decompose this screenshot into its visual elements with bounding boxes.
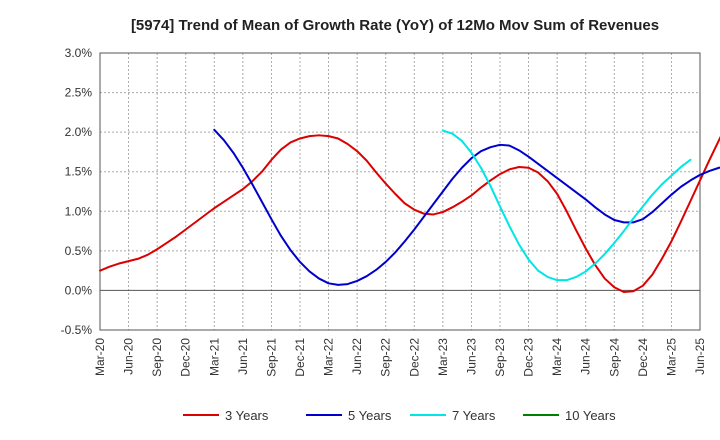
x-tick-label: Mar-20 xyxy=(93,338,107,376)
legend-label: 5 Years xyxy=(348,408,392,423)
series-lines xyxy=(99,128,720,294)
series-line-7-years xyxy=(441,129,692,282)
y-tick-label: 1.5% xyxy=(65,165,93,179)
x-tick-label: Jun-23 xyxy=(464,338,478,375)
y-tick-label: 0.5% xyxy=(65,244,93,258)
y-tick-label: 2.0% xyxy=(65,125,93,139)
x-tick-label: Sep-24 xyxy=(607,338,621,377)
legend: 3 Years 5 Years 7 Years 10 Years xyxy=(183,408,616,423)
legend-label: 7 Years xyxy=(452,408,496,423)
series-line-5-years xyxy=(213,128,720,286)
x-tick-label: Mar-24 xyxy=(550,338,564,376)
x-tick-label: Jun-20 xyxy=(122,338,136,375)
x-tick-label: Mar-21 xyxy=(207,338,221,376)
x-tick-label: Sep-22 xyxy=(379,338,393,377)
x-tick-label: Dec-24 xyxy=(636,338,650,377)
x-tick-label: Sep-23 xyxy=(493,338,507,377)
x-tick-label: Mar-22 xyxy=(322,338,336,376)
x-tick-label: Jun-22 xyxy=(350,338,364,375)
x-tick-label: Dec-20 xyxy=(179,338,193,377)
x-tick-label: Mar-23 xyxy=(436,338,450,376)
x-tick-label: Jun-24 xyxy=(579,338,593,375)
x-tick-label: Dec-21 xyxy=(293,338,307,377)
y-tick-label: 1.0% xyxy=(65,204,93,218)
legend-label: 3 Years xyxy=(225,408,269,423)
x-tick-label: Jun-21 xyxy=(236,338,250,375)
x-tick-label: Mar-25 xyxy=(664,338,678,376)
y-tick-label: 0.0% xyxy=(65,283,93,297)
chart-title: [5974] Trend of Mean of Growth Rate (YoY… xyxy=(131,17,659,34)
grid xyxy=(99,52,701,331)
series-line-3-years xyxy=(99,134,720,294)
x-tick-label: Dec-22 xyxy=(407,338,421,377)
y-tick-label: 3.0% xyxy=(65,46,93,60)
y-tick-label: -0.5% xyxy=(61,323,93,337)
legend-label: 10 Years xyxy=(565,408,616,423)
plot-frame xyxy=(99,52,701,331)
y-tick-label: 2.5% xyxy=(65,86,93,100)
axes: -0.5% 0.0% 0.5% 1.0% 1.5% 2.0% 2.5% 3.0% Mar-20 J… xyxy=(61,46,707,377)
x-tick-label: Jun-25 xyxy=(693,338,707,375)
x-tick-label: Dec-23 xyxy=(522,338,536,377)
x-tick-label: Sep-20 xyxy=(150,338,164,377)
x-tick-label: Sep-21 xyxy=(264,338,278,377)
